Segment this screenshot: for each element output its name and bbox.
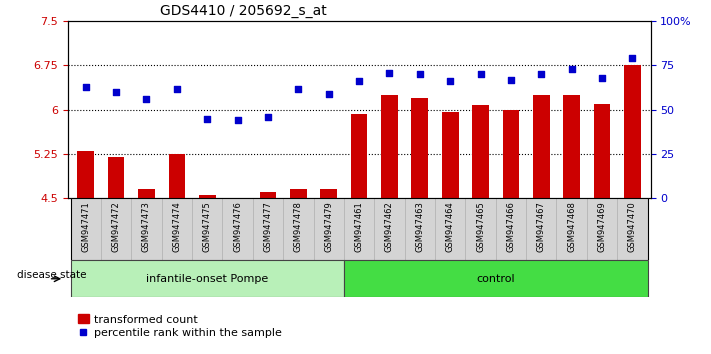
Text: GSM947467: GSM947467 xyxy=(537,201,546,252)
Bar xyxy=(108,157,124,198)
Bar xyxy=(290,189,306,198)
Bar xyxy=(223,198,253,260)
Bar xyxy=(192,198,223,260)
Point xyxy=(353,79,365,84)
Text: GSM947475: GSM947475 xyxy=(203,201,212,252)
Text: GSM947478: GSM947478 xyxy=(294,201,303,252)
Bar xyxy=(594,104,610,198)
Bar xyxy=(260,192,277,198)
Point xyxy=(293,86,304,91)
Bar xyxy=(70,260,344,297)
Bar xyxy=(624,65,641,198)
Bar xyxy=(199,195,215,198)
Bar xyxy=(381,95,397,198)
Text: infantile-onset Pompe: infantile-onset Pompe xyxy=(146,274,268,284)
Point xyxy=(626,56,638,61)
Bar xyxy=(77,151,94,198)
Point xyxy=(414,72,425,77)
Point xyxy=(323,91,334,97)
Bar xyxy=(435,198,465,260)
Text: GSM947461: GSM947461 xyxy=(355,201,363,252)
Bar xyxy=(533,95,550,198)
Bar xyxy=(563,95,580,198)
Text: GSM947474: GSM947474 xyxy=(172,201,181,252)
Text: control: control xyxy=(476,274,515,284)
Bar xyxy=(412,98,428,198)
Bar xyxy=(321,189,337,198)
Point xyxy=(262,114,274,120)
Bar xyxy=(465,198,496,260)
Bar xyxy=(344,198,374,260)
Point xyxy=(171,86,183,91)
Point xyxy=(535,72,547,77)
Bar xyxy=(283,198,314,260)
Text: GSM947470: GSM947470 xyxy=(628,201,637,252)
Bar xyxy=(472,105,489,198)
Text: GSM947473: GSM947473 xyxy=(142,201,151,252)
Point xyxy=(141,96,152,102)
Bar xyxy=(587,198,617,260)
Text: GSM947464: GSM947464 xyxy=(446,201,454,252)
Bar xyxy=(314,198,344,260)
Text: GSM947468: GSM947468 xyxy=(567,201,576,252)
Text: GSM947469: GSM947469 xyxy=(597,201,606,252)
Bar xyxy=(351,114,368,198)
Text: GSM947472: GSM947472 xyxy=(112,201,121,252)
Text: GSM947477: GSM947477 xyxy=(264,201,272,252)
Text: GSM947471: GSM947471 xyxy=(81,201,90,252)
Text: GSM947466: GSM947466 xyxy=(506,201,515,252)
Text: GSM947463: GSM947463 xyxy=(415,201,424,252)
Bar xyxy=(496,198,526,260)
Bar xyxy=(557,198,587,260)
Bar xyxy=(526,198,557,260)
Legend: transformed count, percentile rank within the sample: transformed count, percentile rank withi… xyxy=(73,310,287,342)
Bar xyxy=(161,198,192,260)
Point xyxy=(566,66,577,72)
Bar xyxy=(405,198,435,260)
Bar xyxy=(70,198,101,260)
Text: GSM947479: GSM947479 xyxy=(324,201,333,252)
Point xyxy=(384,70,395,75)
Bar xyxy=(169,154,185,198)
Bar xyxy=(132,198,161,260)
Text: GSM947465: GSM947465 xyxy=(476,201,485,252)
Text: GSM947462: GSM947462 xyxy=(385,201,394,252)
Point xyxy=(80,84,92,90)
Point xyxy=(201,116,213,121)
Bar xyxy=(503,110,519,198)
Point xyxy=(506,77,517,82)
Point xyxy=(597,75,608,81)
Bar xyxy=(101,198,132,260)
Bar xyxy=(138,189,155,198)
Point xyxy=(475,72,486,77)
Text: disease state: disease state xyxy=(17,270,86,280)
Bar xyxy=(617,198,648,260)
Bar xyxy=(374,198,405,260)
Bar xyxy=(442,112,459,198)
Point xyxy=(232,118,243,123)
Point xyxy=(110,89,122,95)
Bar xyxy=(253,198,283,260)
Text: GDS4410 / 205692_s_at: GDS4410 / 205692_s_at xyxy=(160,4,327,18)
Bar xyxy=(344,260,648,297)
Point xyxy=(444,79,456,84)
Text: GSM947476: GSM947476 xyxy=(233,201,242,252)
